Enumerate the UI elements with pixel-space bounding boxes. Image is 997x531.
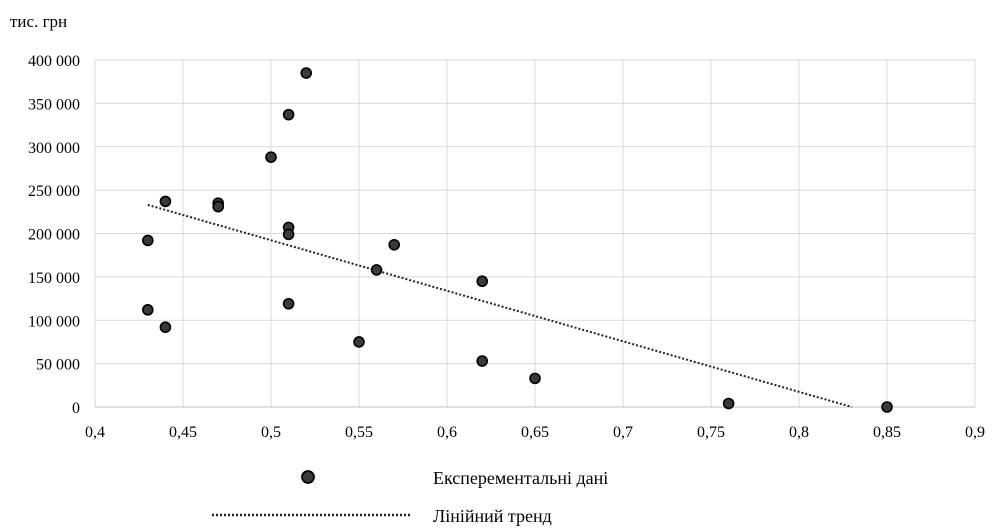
axes: 0 50 000 100 000 150 000 200 000 250 000 300 0… <box>28 53 985 441</box>
scatter-point <box>265 151 277 163</box>
y-tick-label: 0 <box>72 400 80 417</box>
legend-label-points: Експерементальні дані <box>433 468 608 488</box>
scatter-point <box>212 200 224 213</box>
data-points <box>142 67 893 413</box>
grid <box>94 59 976 408</box>
scatter-point <box>282 228 295 241</box>
y-tick-label: 150 000 <box>28 270 80 287</box>
y-tick-label: 100 000 <box>28 313 80 330</box>
scatter-point <box>142 234 154 247</box>
trendline <box>147 203 853 408</box>
x-tick-label: 0,85 <box>873 424 901 441</box>
scatter-point <box>476 355 489 367</box>
y-tick-label: 400 000 <box>28 53 80 70</box>
x-tick-label: 0,4 <box>85 424 105 441</box>
x-tick-label: 0,55 <box>345 424 373 441</box>
scatter-point <box>881 401 893 413</box>
y-tick-label: 350 000 <box>28 96 80 113</box>
y-tick-label: 50 000 <box>36 357 80 374</box>
x-tick-label: 0,45 <box>169 424 197 441</box>
scatter-point <box>476 275 489 288</box>
x-tick-label: 0,8 <box>789 424 809 441</box>
scatter-point <box>282 108 295 121</box>
scatter-point <box>159 321 172 333</box>
scatter-point <box>353 336 365 348</box>
scatter-point <box>388 238 401 251</box>
legend-marker-points <box>301 470 315 484</box>
legend: Експерементальні дані Лінійний тренд <box>212 468 608 526</box>
y-tick-label: 250 000 <box>28 183 80 200</box>
x-tick-label: 0,9 <box>965 424 985 441</box>
x-tick-label: 0,6 <box>437 424 457 441</box>
scatter-point <box>282 297 295 310</box>
scatter-point <box>300 67 313 79</box>
y-tick-label: 300 000 <box>28 140 80 157</box>
x-tick-label: 0,7 <box>613 424 633 441</box>
trendline-layer <box>147 203 853 408</box>
y-tick-label: 200 000 <box>28 227 80 244</box>
scatter-point <box>722 397 735 410</box>
x-tick-label: 0,5 <box>261 424 281 441</box>
scatter-point <box>159 195 172 208</box>
x-tick-label: 0,65 <box>521 424 549 441</box>
y-axis-label: тис. грн <box>10 12 67 31</box>
legend-label-trend: Лінійний тренд <box>433 506 552 526</box>
scatter-point <box>142 304 154 316</box>
x-tick-label: 0,75 <box>697 424 725 441</box>
scatter-point <box>529 372 541 385</box>
scatter-point <box>370 264 383 276</box>
